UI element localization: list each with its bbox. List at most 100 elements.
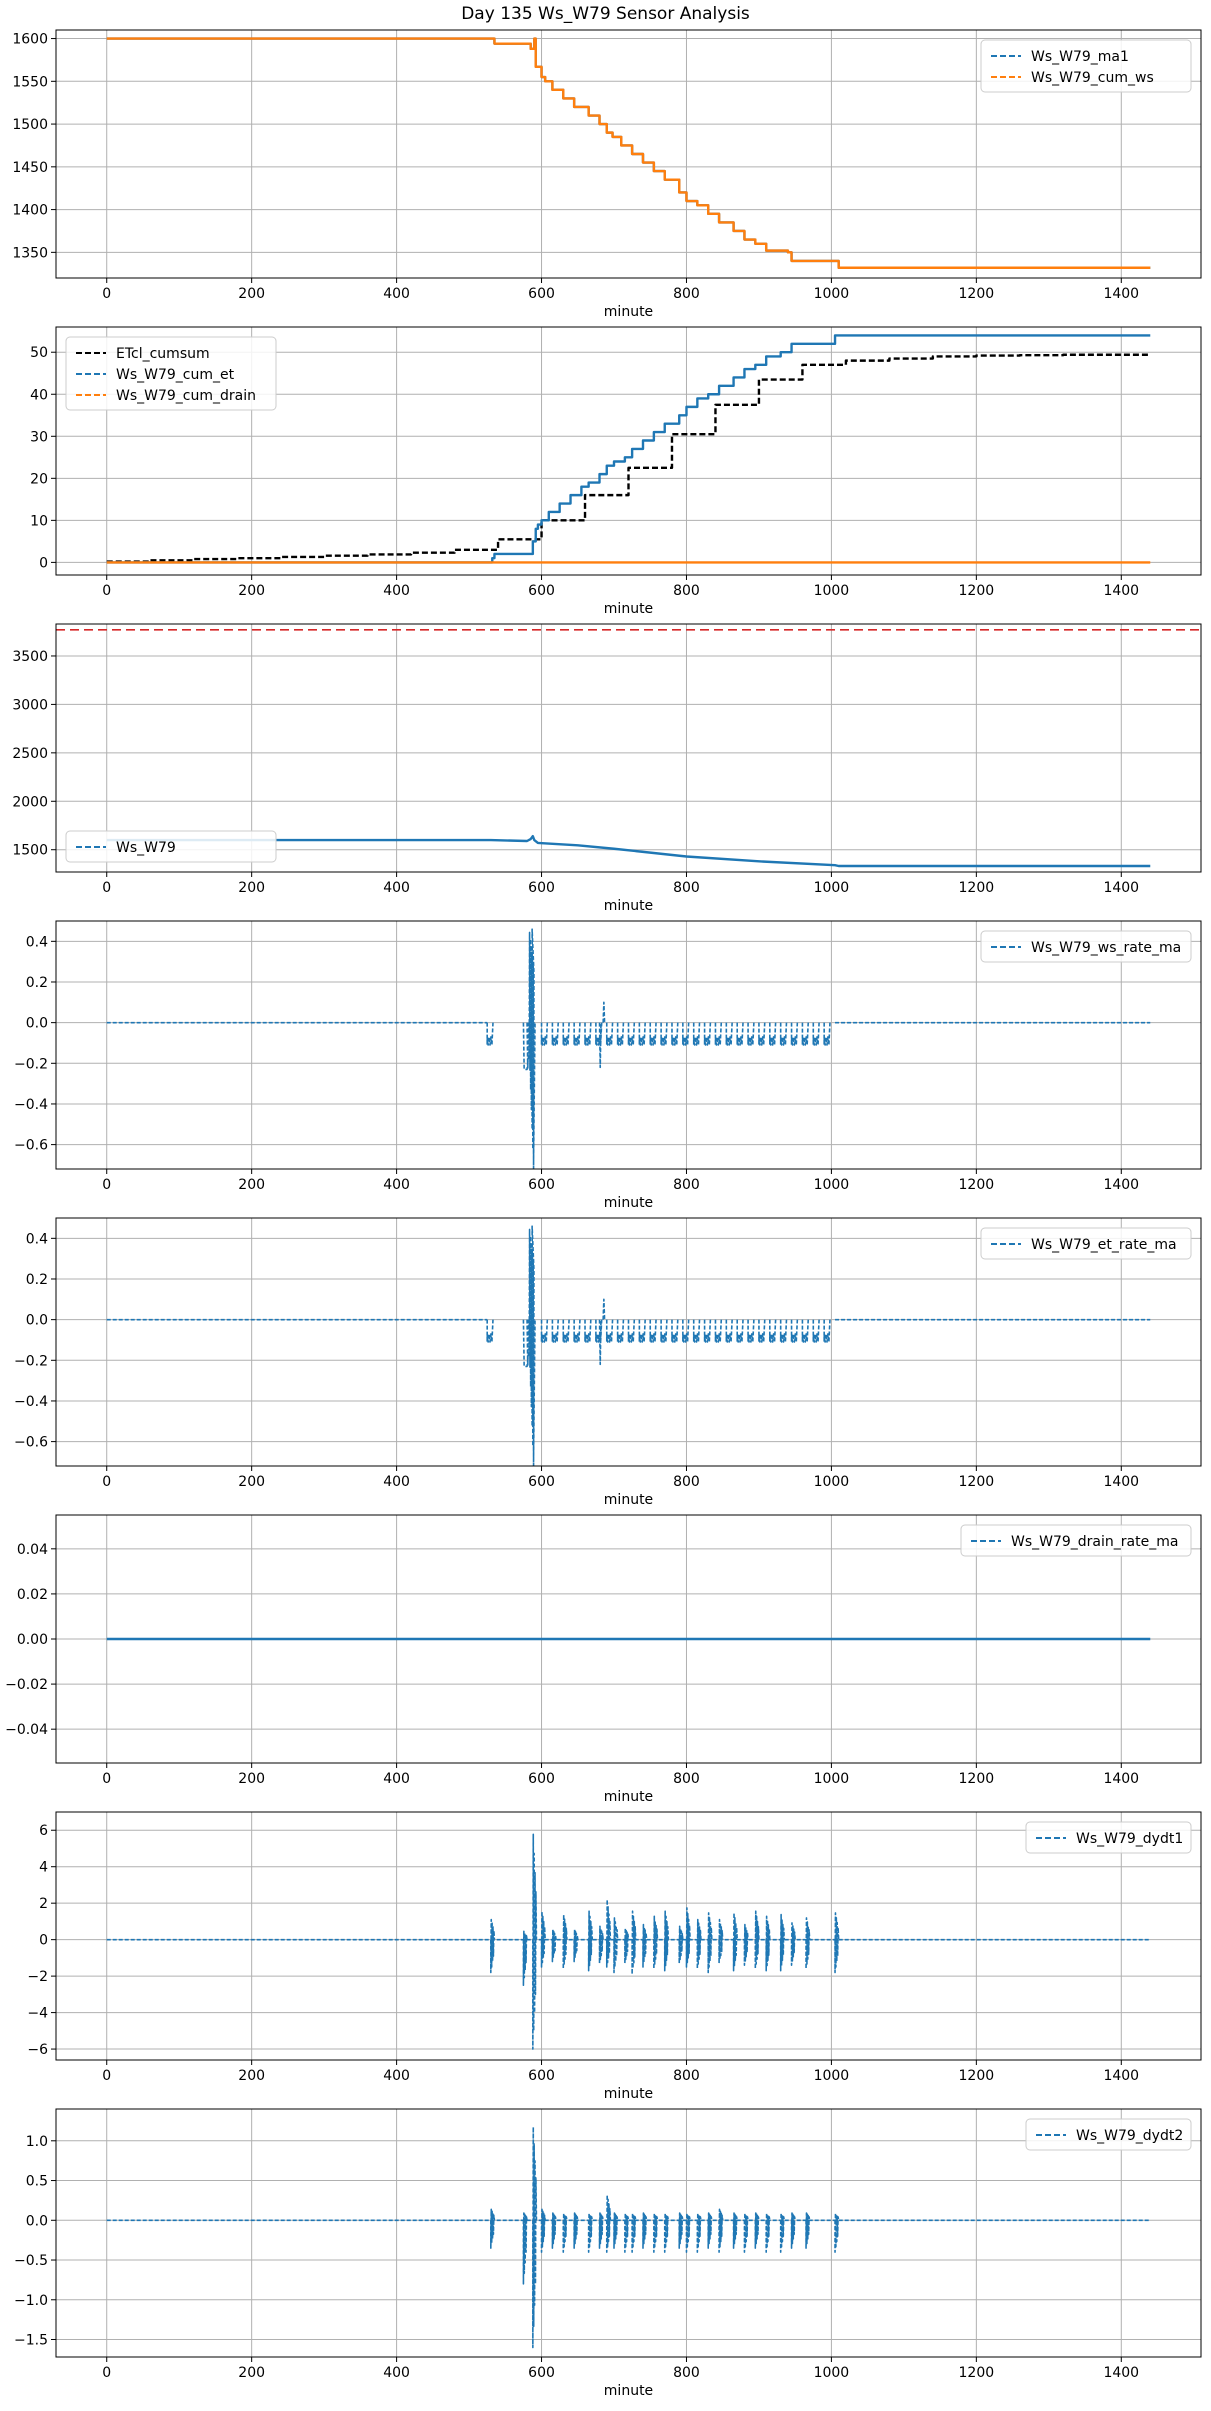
legend-label: Ws_W79_dydt2 (1076, 2128, 1183, 2144)
x-axis-label: minute (604, 898, 653, 914)
y-tick-label: −0.04 (5, 1722, 48, 1738)
legend-box (1025, 1821, 1192, 1854)
legend-box (980, 1227, 1192, 1260)
plot-area (106, 2126, 1151, 2349)
x-tick-label: 1000 (814, 880, 850, 896)
legend: Ws_W79_dydt2 (1025, 2118, 1192, 2151)
x-tick-label: 600 (528, 286, 555, 302)
x-tick-label: 600 (528, 2365, 555, 2381)
x-tick-label: 400 (383, 2365, 410, 2381)
series-line-1 (106, 1833, 1151, 2050)
y-tick-label: −1.0 (14, 2293, 48, 2309)
chart-panel-5: 0 200 400 600 800 1000 1200 1400 −0.6 −0.4 −0.2 0.0… (14, 1217, 1202, 1508)
y-tick-label: 4 (39, 1860, 48, 1876)
x-axis-label: minute (604, 1195, 653, 1211)
x-tick-label: 600 (528, 1771, 555, 1787)
y-tick-label: 50 (30, 345, 48, 361)
legend-box (65, 830, 277, 863)
plot-area (106, 1833, 1151, 2050)
x-tick-label: 800 (673, 2365, 700, 2381)
legend: Ws_W79_ma1 Ws_W79_cum_ws (980, 39, 1192, 93)
y-tick-label: 0.0 (26, 1016, 48, 1032)
x-tick-label: 1200 (959, 2365, 995, 2381)
y-tick-label: 1600 (12, 32, 48, 48)
x-tick-label: 1400 (1103, 286, 1139, 302)
x-tick-label: 600 (528, 880, 555, 896)
legend-box (980, 39, 1192, 93)
y-tick-label: 2 (39, 1896, 48, 1912)
x-tick-label: 0 (102, 880, 111, 896)
y-tick-label: 1.0 (26, 2134, 48, 2150)
series-line-1 (106, 834, 1151, 868)
legend: Ws_W79_drain_rate_ma (960, 1524, 1192, 1557)
y-tick-label: 3000 (12, 697, 48, 713)
y-tick-label: 10 (30, 513, 48, 529)
x-tick-label: 200 (238, 2068, 265, 2084)
legend-label: Ws_W79_ws_rate_ma (1031, 940, 1181, 956)
y-tick-label: 0.00 (17, 1632, 48, 1648)
y-tick-label: 0 (39, 1933, 48, 1949)
x-tick-label: 1200 (959, 583, 995, 599)
series-line-1 (106, 1225, 1151, 1466)
chart-panel-4: 0 200 400 600 800 1000 1200 1400 −0.6 −0.4 −0.2 0.0… (14, 920, 1202, 1211)
x-tick-label: 1000 (814, 2068, 850, 2084)
axes-frame (55, 29, 1202, 279)
y-tick-label: −0.5 (14, 2253, 48, 2269)
y-tick-label: 0.2 (26, 1272, 48, 1288)
x-tick-label: 0 (102, 583, 111, 599)
y-tick-label: 1500 (12, 117, 48, 133)
legend-label: Ws_W79_drain_rate_ma (1011, 1534, 1178, 1550)
x-axis-label: minute (604, 1789, 653, 1805)
x-tick-label: 800 (673, 2068, 700, 2084)
chart-panel-8: 0 200 400 600 800 1000 1200 1400 −1.5 −1.0 −0.5 0.0… (14, 2108, 1202, 2399)
plot-area (106, 928, 1151, 1169)
x-tick-label: 1000 (814, 2365, 850, 2381)
x-axis-label: minute (604, 2383, 653, 2399)
legend-label: Ws_W79_cum_et (116, 367, 235, 383)
x-tick-label: 200 (238, 880, 265, 896)
y-tick-label: 2000 (12, 794, 48, 810)
y-tick-label: 40 (30, 387, 48, 403)
y-tick-label: 0.0 (26, 2213, 48, 2229)
x-tick-label: 1400 (1103, 583, 1139, 599)
series-line-2 (106, 334, 1151, 564)
y-tick-label: −0.4 (14, 1394, 48, 1410)
plot-area (106, 834, 1151, 868)
x-tick-label: 0 (102, 1474, 111, 1490)
x-tick-label: 400 (383, 1177, 410, 1193)
y-tick-label: 0.04 (17, 1542, 48, 1558)
legend-box (980, 930, 1192, 963)
axes-frame (55, 1217, 1202, 1467)
x-tick-label: 400 (383, 1771, 410, 1787)
legend: Ws_W79_ws_rate_ma (980, 930, 1192, 963)
x-tick-label: 200 (238, 1771, 265, 1787)
x-tick-label: 1000 (814, 1474, 850, 1490)
legend-box (1025, 2118, 1192, 2151)
x-tick-label: 1400 (1103, 880, 1139, 896)
x-tick-label: 1200 (959, 1177, 995, 1193)
x-tick-label: 800 (673, 286, 700, 302)
x-tick-label: 600 (528, 583, 555, 599)
x-tick-label: 1200 (959, 1474, 995, 1490)
x-tick-label: 800 (673, 1177, 700, 1193)
x-tick-label: 200 (238, 1474, 265, 1490)
y-tick-label: 0.0 (26, 1313, 48, 1329)
plot-area (106, 334, 1151, 564)
y-tick-label: −1.5 (14, 2333, 48, 2349)
y-tick-label: −0.2 (14, 1353, 48, 1369)
legend-box (960, 1524, 1192, 1557)
legend-label: Ws_W79_cum_ws (1031, 70, 1154, 86)
x-tick-label: 0 (102, 1177, 111, 1193)
y-tick-label: 0.02 (17, 1587, 48, 1603)
legend-label: ETcl_cumsum (116, 346, 210, 362)
x-tick-label: 1400 (1103, 1177, 1139, 1193)
series-line-1 (106, 353, 1151, 563)
legend-label: Ws_W79_dydt1 (1076, 1831, 1183, 1847)
y-tick-label: 1550 (12, 74, 48, 90)
legend-label: Ws_W79 (116, 840, 176, 856)
x-axis-label: minute (604, 2086, 653, 2102)
x-tick-label: 400 (383, 583, 410, 599)
y-tick-label: 20 (30, 471, 48, 487)
legend: Ws_W79_et_rate_ma (980, 1227, 1192, 1260)
x-tick-label: 1200 (959, 2068, 995, 2084)
